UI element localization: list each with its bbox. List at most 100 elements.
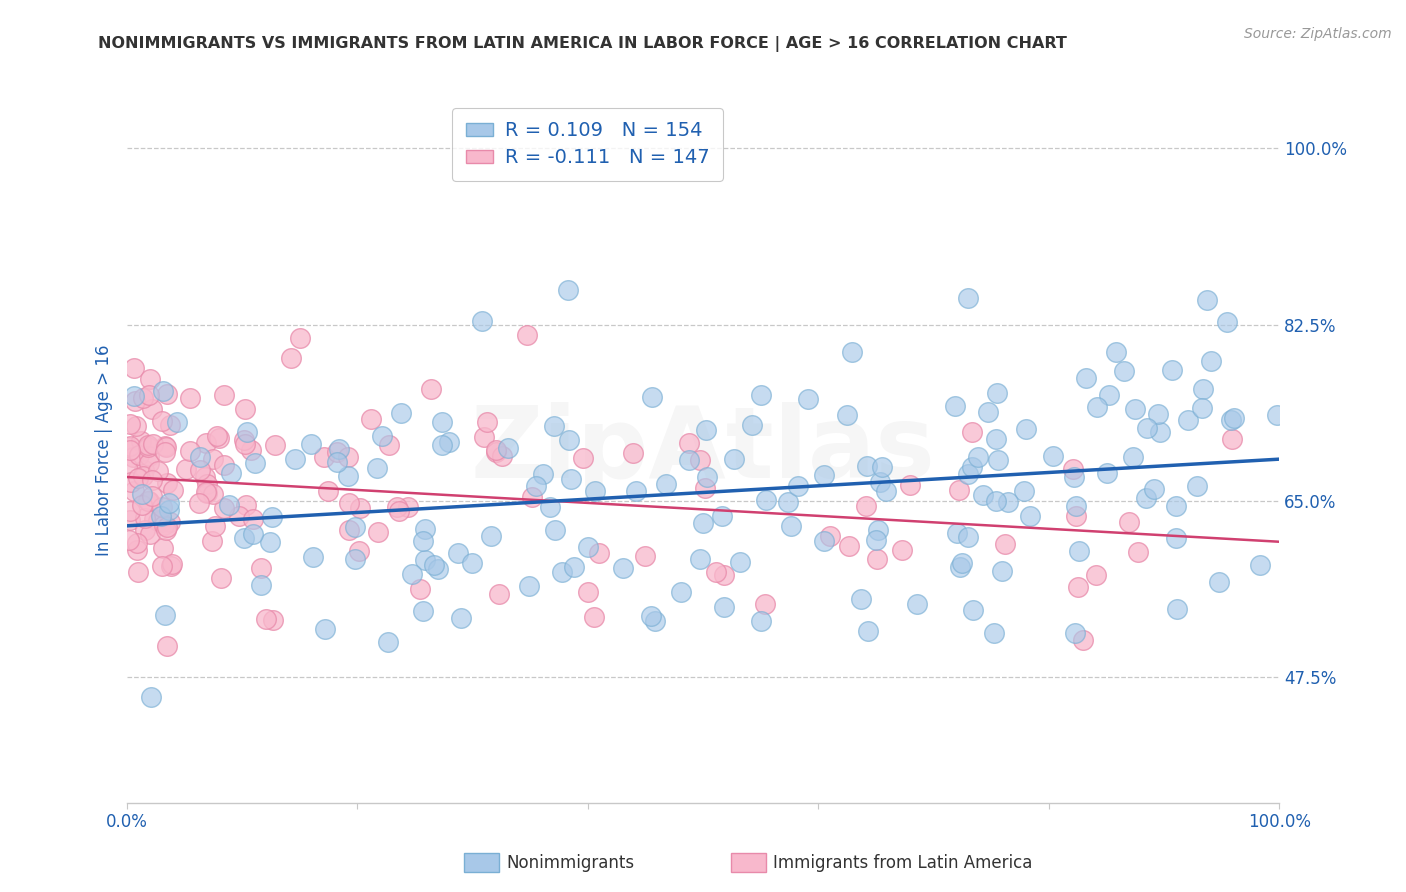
Point (118, 417, 141, 432)
Point (188, 450, 211, 464)
Point (858, 624, 880, 639)
Point (997, 495, 1019, 509)
Text: NONIMMIGRANTS VS IMMIGRANTS FROM LATIN AMERICA IN LABOR FORCE | AGE > 16 CORRELA: NONIMMIGRANTS VS IMMIGRANTS FROM LATIN A… (98, 36, 1067, 52)
Point (956, 467, 979, 481)
Point (583, 483, 606, 498)
Point (488, 587, 510, 601)
Point (280, 351, 302, 366)
Point (1095, 466, 1118, 480)
Point (155, 444, 177, 458)
Point (728, 556, 751, 570)
Point (987, 453, 1010, 467)
Point (409, 582, 432, 597)
Point (118, 533, 141, 547)
Point (290, 330, 312, 344)
Point (588, 546, 610, 560)
Point (235, 425, 257, 439)
Point (1063, 626, 1085, 640)
Point (558, 434, 581, 448)
Point (159, 417, 181, 432)
Point (138, 494, 160, 508)
Point (741, 417, 763, 432)
Point (139, 372, 162, 386)
Point (796, 392, 818, 407)
Point (337, 524, 360, 538)
Point (1126, 544, 1149, 558)
Point (1118, 515, 1140, 529)
Point (141, 690, 163, 704)
Point (689, 552, 711, 566)
Point (396, 500, 419, 514)
Point (132, 468, 155, 483)
Point (990, 565, 1012, 579)
Point (562, 560, 585, 574)
Point (1122, 450, 1144, 464)
Point (948, 560, 970, 574)
Point (160, 559, 183, 574)
Point (413, 553, 436, 567)
Point (967, 450, 990, 464)
Point (524, 478, 547, 492)
Point (621, 446, 644, 460)
Point (131, 487, 153, 501)
Point (122, 360, 145, 375)
Point (1147, 407, 1170, 421)
Point (962, 603, 984, 617)
Point (299, 436, 322, 450)
Point (778, 495, 800, 509)
Point (214, 458, 236, 473)
Point (240, 442, 263, 457)
Point (1249, 558, 1271, 572)
Point (1064, 500, 1087, 514)
Point (945, 525, 967, 540)
Point (1085, 568, 1108, 582)
Point (868, 524, 890, 538)
Point (401, 567, 423, 582)
Point (472, 430, 495, 444)
Point (195, 485, 218, 500)
Point (228, 508, 250, 523)
Point (122, 389, 145, 403)
Point (262, 614, 284, 628)
Point (412, 533, 434, 548)
Point (1136, 421, 1159, 435)
Point (950, 556, 973, 570)
Point (1187, 479, 1209, 493)
Point (136, 438, 159, 452)
Point (678, 435, 700, 450)
Point (866, 551, 889, 566)
Point (153, 608, 176, 623)
Point (150, 509, 173, 524)
Point (377, 635, 399, 649)
Point (1014, 483, 1036, 498)
Point (120, 513, 142, 527)
Point (136, 494, 159, 508)
Point (242, 527, 264, 541)
Point (150, 500, 173, 514)
Point (218, 498, 240, 512)
Point (129, 434, 152, 448)
Point (127, 543, 149, 558)
Point (1201, 354, 1223, 368)
Point (242, 512, 264, 526)
Point (153, 518, 176, 533)
Point (479, 529, 502, 543)
Point (1223, 410, 1246, 425)
Point (131, 498, 153, 512)
Point (835, 409, 858, 423)
Point (125, 536, 148, 550)
Point (543, 418, 565, 433)
Point (349, 501, 371, 516)
Point (491, 449, 513, 463)
Point (430, 437, 453, 451)
Point (360, 412, 382, 426)
Point (749, 388, 772, 402)
Point (870, 459, 893, 474)
Point (385, 500, 408, 514)
Point (1160, 363, 1182, 377)
Point (302, 550, 325, 565)
Point (138, 449, 160, 463)
Point (128, 448, 150, 462)
Point (723, 451, 745, 466)
Text: ZipAtlas: ZipAtlas (471, 402, 935, 499)
